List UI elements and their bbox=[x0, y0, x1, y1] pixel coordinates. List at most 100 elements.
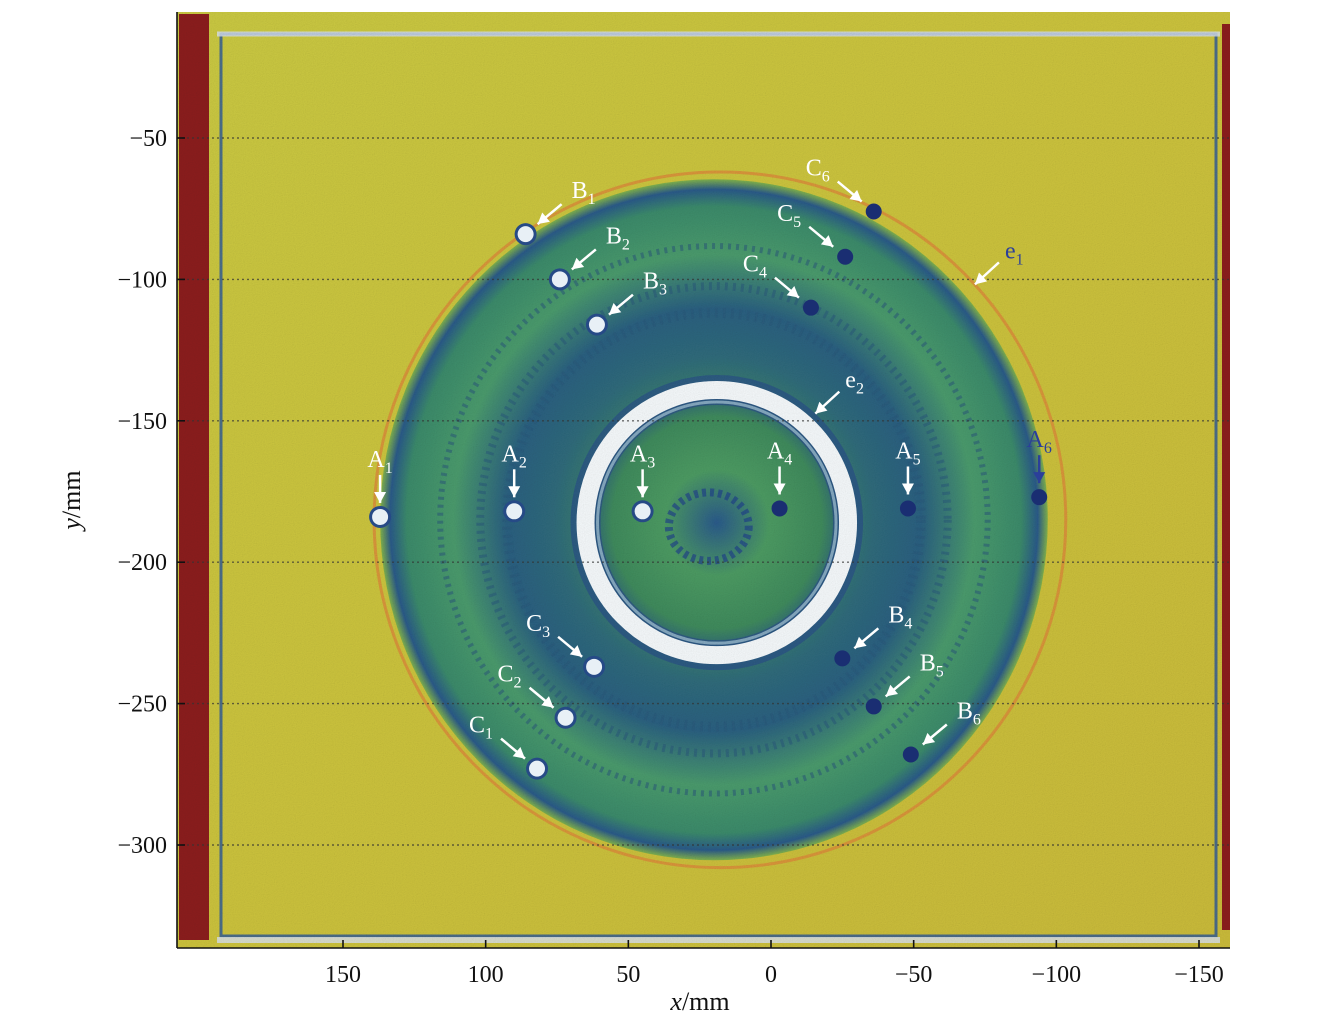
marker-B5: B5 bbox=[865, 650, 944, 715]
marker-A5: A5 bbox=[895, 438, 921, 517]
x-axis-variable: x bbox=[669, 987, 682, 1016]
marker-label-base: C bbox=[469, 713, 485, 739]
marker-arrowhead bbox=[922, 732, 936, 745]
marker-label-sub: 5 bbox=[913, 451, 921, 468]
marker-label-base: A bbox=[502, 441, 520, 467]
ring-e2-inner bbox=[596, 400, 838, 645]
marker-dot bbox=[372, 508, 389, 525]
plot-frame bbox=[176, 12, 1230, 949]
marker-arrowhead bbox=[854, 636, 867, 649]
marker-label: B3 bbox=[643, 269, 667, 299]
marker-label: A2 bbox=[502, 441, 527, 471]
y-tick-label: −150 bbox=[117, 409, 167, 435]
marker-arrowhead bbox=[636, 486, 649, 498]
marker-A6: A6 bbox=[1027, 427, 1052, 506]
marker-dot bbox=[586, 658, 603, 675]
x-tick-label: −150 bbox=[1174, 962, 1224, 988]
marker-dot bbox=[899, 500, 916, 517]
circle-label-text: e1 bbox=[1005, 238, 1024, 268]
marker-label-sub: 3 bbox=[659, 282, 667, 299]
marker-label-base: B bbox=[643, 269, 659, 295]
marker-dot bbox=[529, 760, 546, 777]
marker-label-base: B bbox=[957, 699, 973, 725]
marker-label-base: C bbox=[526, 611, 542, 637]
marker-arrowhead bbox=[541, 696, 554, 708]
y-tick-label: −50 bbox=[129, 126, 167, 152]
marker-label-sub: 1 bbox=[588, 191, 596, 208]
marker-label: B1 bbox=[572, 178, 596, 208]
marker-label-sub: 1 bbox=[485, 726, 493, 743]
marker-label-sub: 4 bbox=[904, 615, 912, 632]
marker-arrowhead bbox=[885, 684, 899, 697]
marker-label: B5 bbox=[920, 650, 944, 680]
marker-label-base: B bbox=[606, 223, 622, 249]
marker-dot bbox=[1031, 489, 1048, 506]
inner-region bbox=[585, 390, 849, 656]
marker-C5: C5 bbox=[777, 201, 854, 265]
axes: 150 100 50 0 −50 −100 −150 −50 −100 −150 −200 −250 −… bbox=[117, 126, 1223, 988]
marker-label-sub: 5 bbox=[936, 663, 944, 680]
marker-C6: C6 bbox=[806, 156, 882, 220]
marker-label-sub: 2 bbox=[622, 236, 630, 253]
x-tick-label: −50 bbox=[895, 962, 933, 988]
marker-C1: C1 bbox=[469, 713, 549, 780]
ring-e2 bbox=[576, 381, 858, 665]
marker-A1: A1 bbox=[367, 447, 393, 528]
marker-arrowhead bbox=[508, 486, 521, 498]
marker-A3: A3 bbox=[630, 441, 655, 523]
marker-label-sub: 5 bbox=[793, 214, 801, 231]
marker-arrowhead bbox=[537, 212, 550, 225]
marker-arrowhead bbox=[901, 483, 914, 495]
dark-band bbox=[437, 243, 991, 797]
marker-label: A5 bbox=[895, 438, 920, 468]
marker-label-sub: 4 bbox=[784, 451, 792, 468]
marker-label: C5 bbox=[777, 201, 801, 231]
right-red-bar bbox=[1222, 24, 1230, 930]
circle-label-e1: e1 bbox=[974, 238, 1024, 286]
marker-label-base: C bbox=[777, 201, 793, 227]
circle-label-base: e bbox=[1005, 238, 1016, 264]
marker-label: C3 bbox=[526, 611, 550, 641]
circle-label-e2: e2 bbox=[814, 368, 864, 415]
marker-label: A3 bbox=[630, 441, 655, 471]
marker-dot bbox=[517, 226, 534, 243]
circle-label-arrowhead bbox=[974, 272, 988, 285]
marker-label-base: B bbox=[572, 178, 588, 204]
marker-label: C1 bbox=[469, 713, 493, 743]
y-axis-variable: y bbox=[57, 518, 86, 533]
marker-arrowhead bbox=[571, 257, 585, 270]
circle-label-base: e bbox=[845, 368, 856, 394]
x-axis-title: x/mm bbox=[669, 987, 729, 1016]
marker-label-base: A bbox=[767, 438, 785, 464]
marker-label-sub: 6 bbox=[973, 712, 981, 729]
marker-label-base: A bbox=[895, 438, 913, 464]
dark-band bbox=[476, 282, 952, 758]
marker-arrowhead bbox=[773, 483, 786, 495]
marker-dot bbox=[802, 299, 819, 316]
marker-label-base: C bbox=[498, 662, 514, 688]
dark-band bbox=[501, 307, 926, 732]
marker-dot bbox=[506, 503, 523, 520]
marker-label-base: C bbox=[743, 252, 759, 278]
marker-arrowhead bbox=[786, 286, 799, 298]
y-tick-label: −250 bbox=[117, 692, 167, 718]
marker-B2: B2 bbox=[548, 223, 630, 291]
marker-label: C4 bbox=[743, 252, 767, 282]
marker-dot bbox=[865, 203, 882, 220]
x-tick-label: −100 bbox=[1032, 962, 1082, 988]
marker-label: B6 bbox=[957, 699, 981, 729]
marker-label-sub: 1 bbox=[385, 460, 393, 477]
marker-dot bbox=[902, 746, 919, 763]
marker-C2: C2 bbox=[498, 662, 577, 729]
y-axis-unit: /mm bbox=[57, 470, 86, 518]
marker-label-sub: 4 bbox=[759, 265, 767, 282]
marker-label-base: C bbox=[806, 156, 822, 182]
marker-dot bbox=[634, 503, 651, 520]
marker-dot bbox=[865, 698, 882, 715]
marker-arrowhead bbox=[1033, 472, 1046, 484]
x-tick-label: 150 bbox=[325, 962, 361, 988]
defect-circles bbox=[372, 170, 1068, 870]
marker-dot bbox=[551, 271, 568, 288]
